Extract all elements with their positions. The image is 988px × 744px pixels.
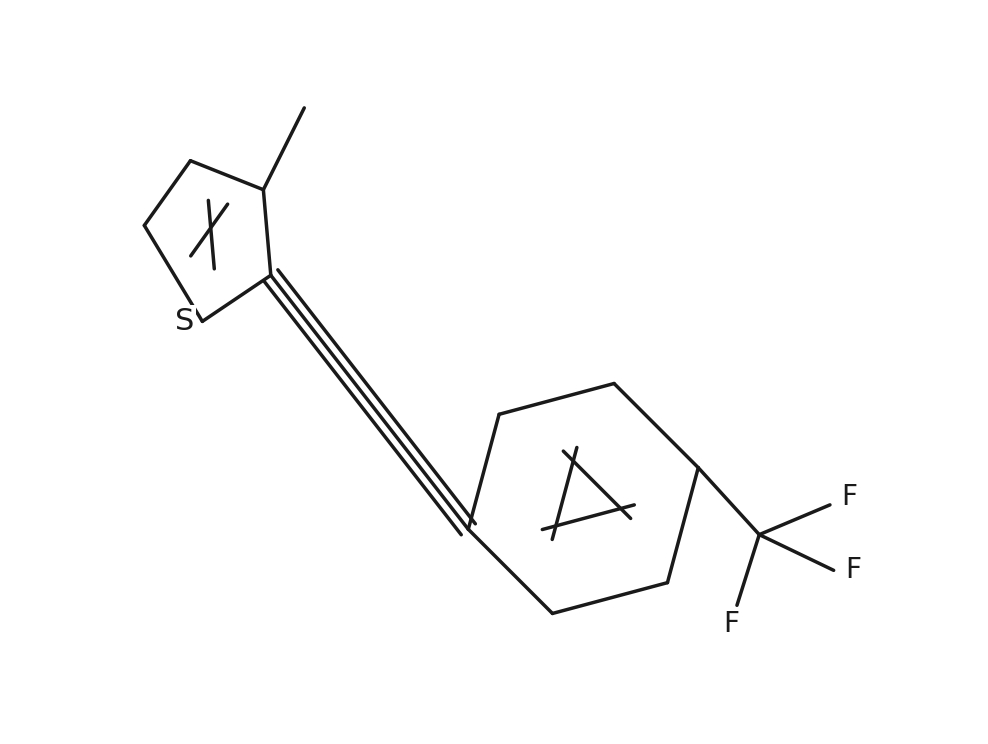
Text: F: F (723, 610, 739, 638)
Text: S: S (175, 307, 195, 336)
Text: F: F (845, 557, 861, 584)
Text: F: F (842, 484, 858, 511)
